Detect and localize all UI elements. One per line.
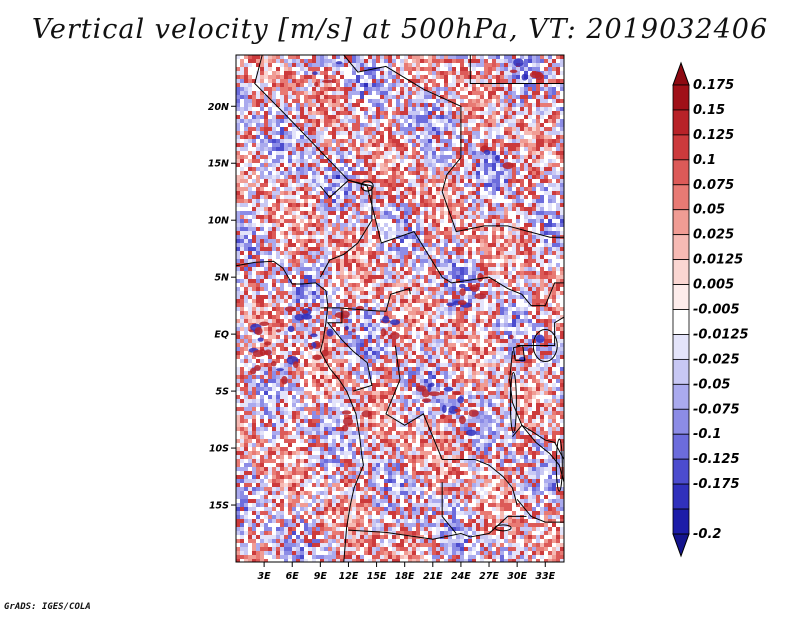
colorbar-segment (672, 109, 690, 136)
colorbar-label: -0.025 (693, 352, 740, 367)
colorbar-label: -0.125 (693, 452, 740, 467)
lat-tick-label: 10S (209, 444, 229, 455)
colorbar-label: 0.075 (693, 178, 734, 193)
colorbar-label: 0.0125 (693, 253, 743, 268)
colorbar-label: 0.05 (693, 203, 725, 218)
lon-tick-label: 15E (367, 571, 387, 582)
colorbar-segment (672, 458, 690, 485)
colorbar-label: -0.175 (693, 477, 740, 492)
latitude-axis: 20N 15N 10N 5N EQ 5S 10S 15S (208, 102, 236, 512)
colorbar-segment (672, 159, 690, 186)
colorbar-segment (672, 358, 690, 385)
colorbar-top-cap (672, 61, 690, 86)
colorbar: 0.175 0.15 0.125 0.1 0.075 0.05 0.025 0.0125 0.0… (672, 61, 749, 558)
lat-tick-label: EQ (214, 330, 229, 341)
lat-tick-label: 15N (208, 159, 229, 170)
lon-tick-label: 18E (395, 571, 415, 582)
colorbar-segment (672, 259, 690, 285)
lat-tick-label: 20N (208, 102, 229, 113)
colorbar-label: 0.175 (693, 78, 734, 93)
lon-tick-label: 30E (507, 571, 527, 582)
lon-tick-label: 33E (535, 571, 555, 582)
grads-credit: GrADS: IGES/COLA (4, 602, 91, 612)
colorbar-label: 0.15 (693, 103, 725, 118)
longitude-axis: 3E 6E 9E 12E 15E 18E 21E 24E 27E 30E 33E (258, 562, 556, 582)
lat-tick-label: 10N (208, 216, 229, 227)
colorbar-label: -0.005 (693, 303, 740, 318)
lon-tick-label: 24E (451, 571, 471, 582)
lon-tick-label: 27E (479, 571, 499, 582)
colorbar-segment (672, 284, 690, 310)
lon-tick-label: 9E (314, 571, 328, 582)
colorbar-segment (672, 383, 690, 410)
map-frame (235, 54, 565, 563)
lon-tick-label: 3E (258, 571, 272, 582)
colorbar-label: -0.0125 (693, 327, 749, 342)
lon-tick-label: 21E (423, 571, 443, 582)
vertical-velocity-field (236, 55, 564, 562)
colorbar-segment (672, 209, 690, 236)
lon-tick-label: 6E (286, 571, 300, 582)
lat-tick-label: 15S (209, 501, 229, 512)
colorbar-segment (672, 334, 690, 360)
colorbar-segment (672, 234, 690, 261)
colorbar-segment (672, 433, 690, 460)
colorbar-segment (672, 408, 690, 435)
colorbar-label: 0.125 (693, 128, 734, 143)
colorbar-segment (672, 84, 690, 111)
lat-tick-label: 5S (216, 387, 230, 398)
colorbar-label: -0.2 (693, 527, 721, 542)
colorbar-bottom-cap (672, 533, 690, 558)
colorbar-segment (672, 309, 690, 335)
colorbar-label: 0.005 (693, 278, 734, 293)
colorbar-segment (672, 134, 690, 161)
lon-tick-label: 12E (339, 571, 359, 582)
country-borders (236, 55, 564, 562)
colorbar-label: -0.05 (693, 377, 730, 392)
colorbar-segment (672, 483, 690, 510)
colorbar-label: -0.075 (693, 402, 740, 417)
colorbar-label: 0.1 (693, 153, 716, 168)
lat-tick-label: 5N (214, 273, 229, 284)
page-title: Vertical velocity [m/s] at 500hPa, VT: 2… (31, 14, 769, 45)
colorbar-label: -0.1 (693, 427, 721, 442)
colorbar-label: 0.025 (693, 228, 734, 243)
colorbar-segment (672, 508, 690, 535)
colorbar-segment (672, 184, 690, 211)
